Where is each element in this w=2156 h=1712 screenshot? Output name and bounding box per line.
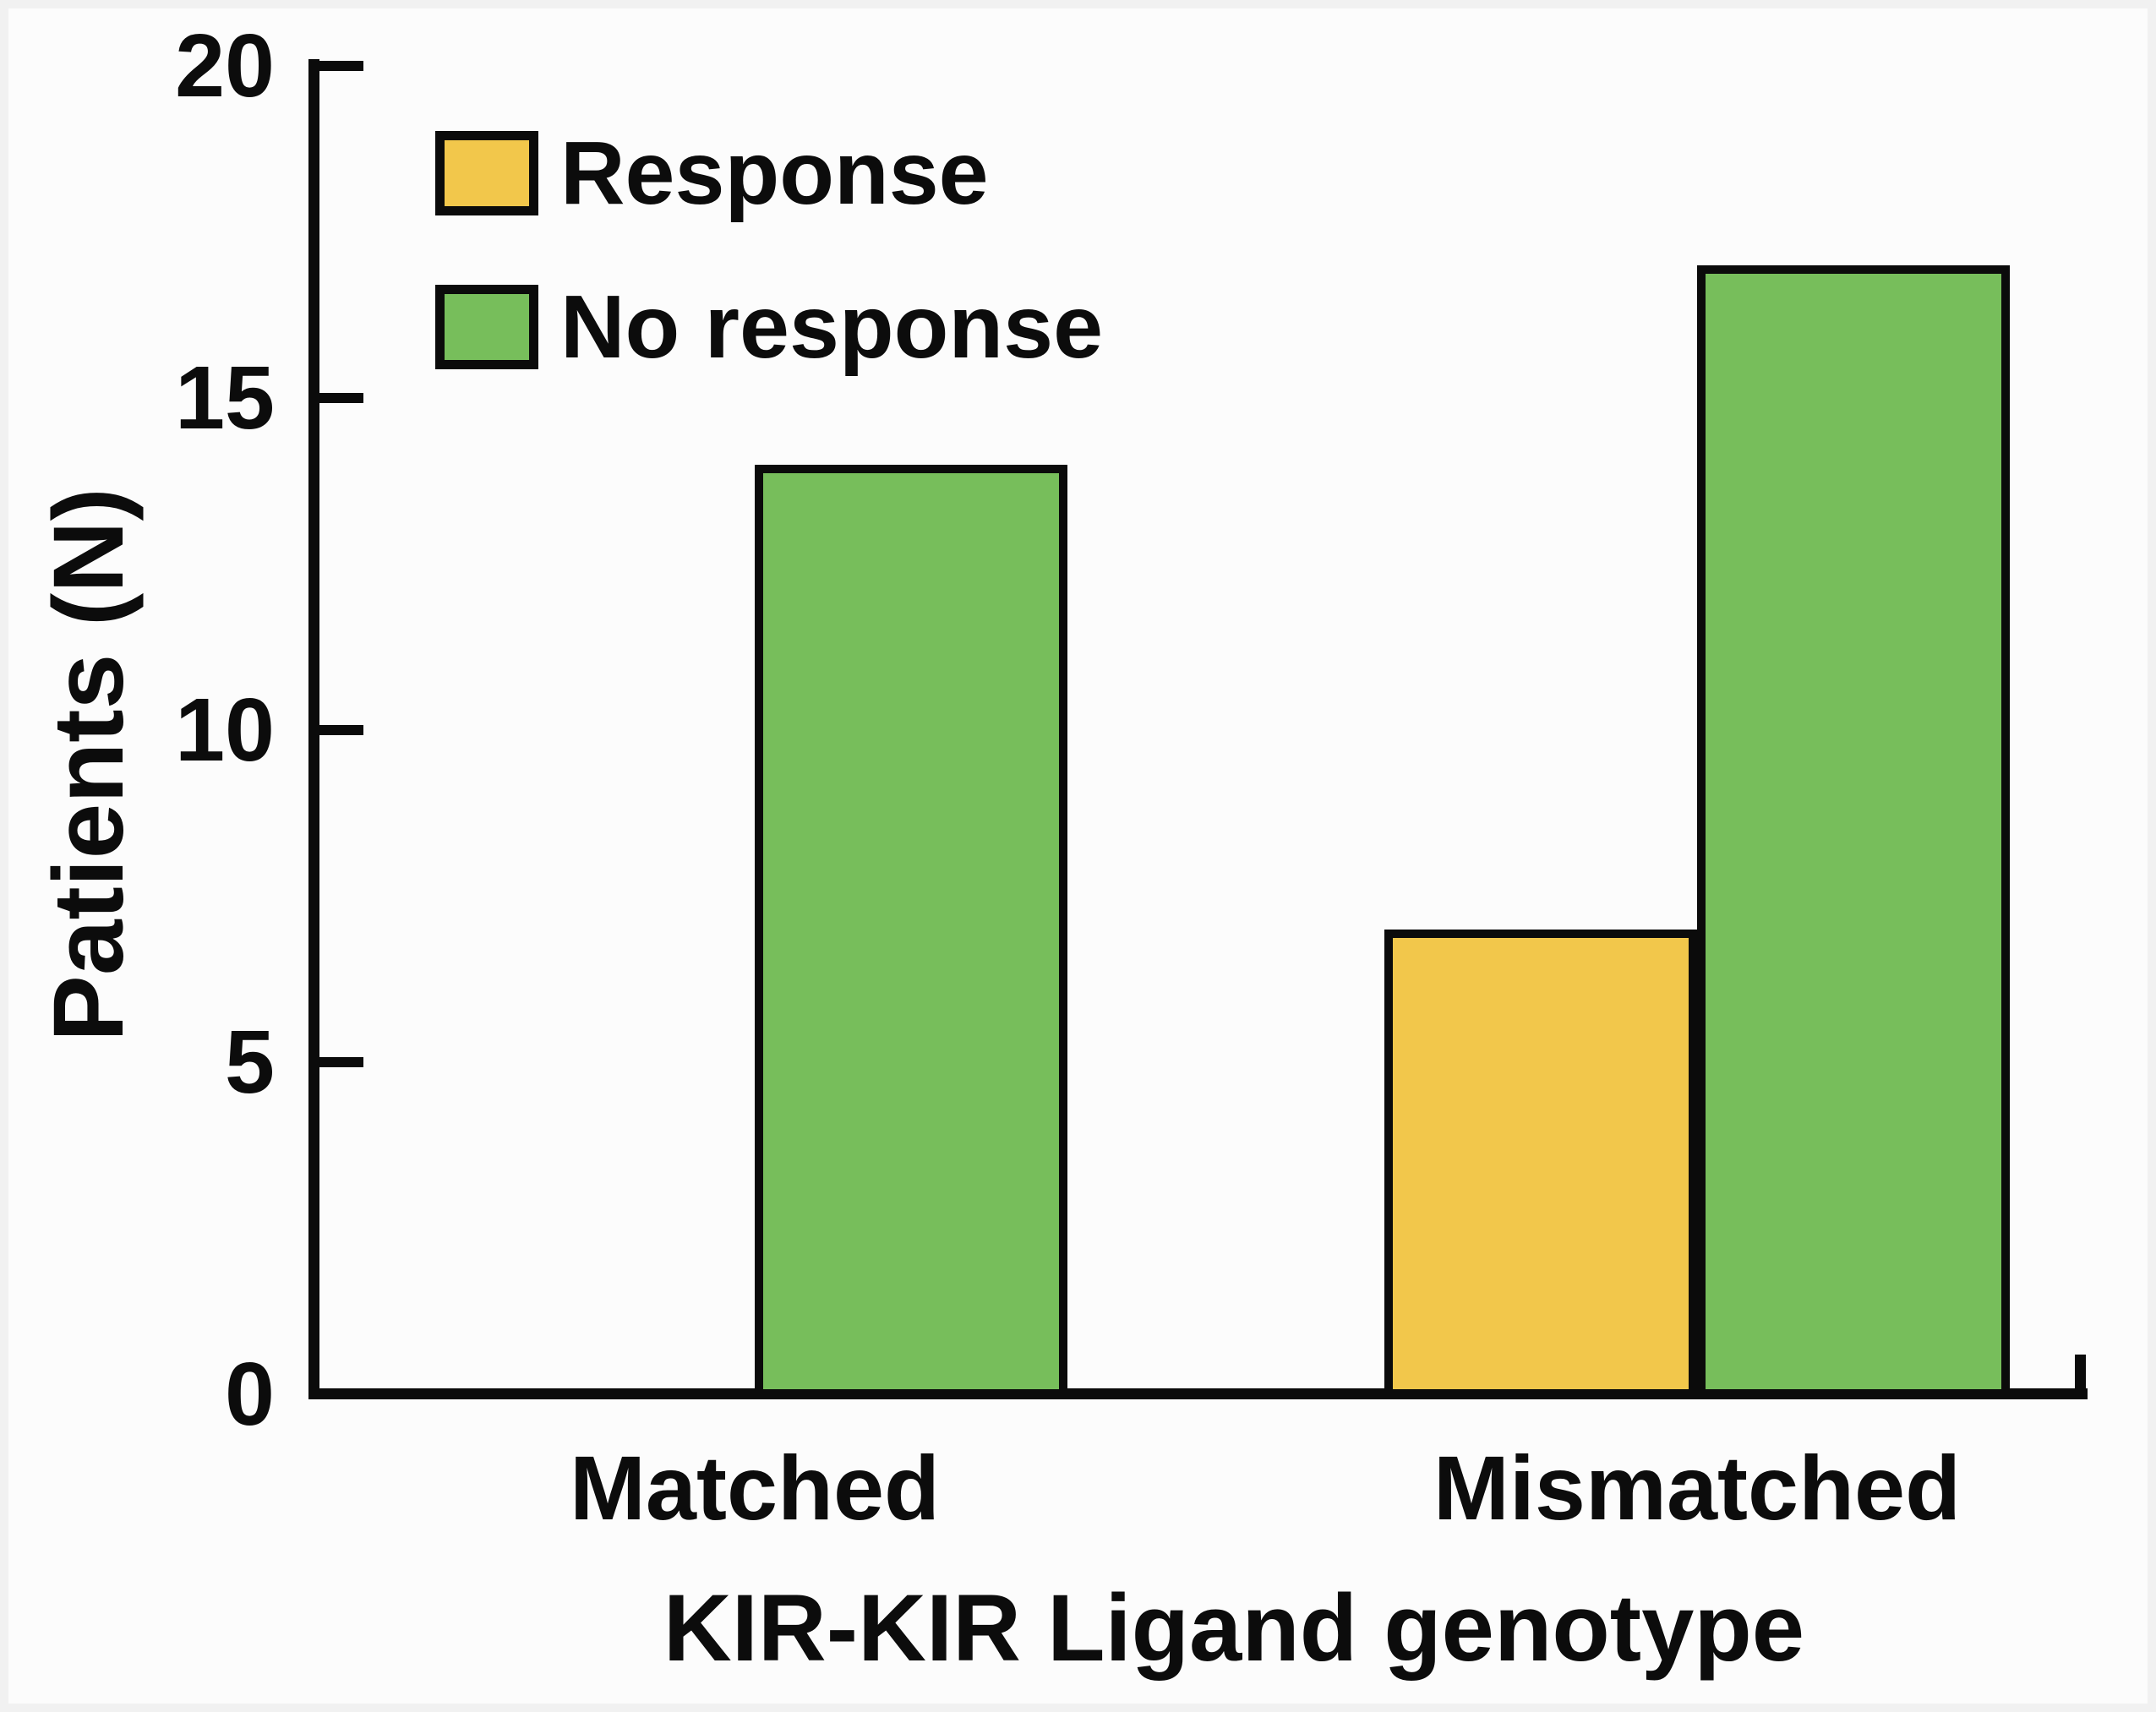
legend-label-response: Response	[560, 123, 989, 223]
y-tick-20	[319, 61, 363, 71]
legend-item-response: Response	[435, 127, 989, 220]
bar-mismatched-no-response	[1697, 264, 2010, 1398]
y-axis-line	[308, 59, 319, 1399]
y-tick-label-10: 10	[175, 680, 275, 780]
y-tick-15	[319, 393, 363, 403]
x-category-label-matched: Matched	[569, 1437, 941, 1539]
x-axis-title: KIR-KIR Ligand genotype	[663, 1575, 1805, 1681]
y-tick-5	[319, 1057, 363, 1067]
legend-swatch-response-icon	[435, 131, 538, 215]
bar-mismatched-response	[1384, 929, 1697, 1398]
y-axis-title: Patients (N)	[33, 488, 145, 1042]
y-tick-label-5: 5	[225, 1012, 275, 1112]
y-tick-10	[319, 725, 363, 735]
legend-item-no-response: No response	[435, 281, 1103, 373]
y-tick-label-15: 15	[175, 348, 275, 448]
legend-swatch-no-response-icon	[435, 285, 538, 369]
x-axis-end-tick	[2075, 1355, 2086, 1399]
y-tick-label-0: 0	[225, 1344, 275, 1444]
y-tick-label-20: 20	[175, 16, 275, 116]
bar-matched-no-response	[755, 464, 1067, 1398]
legend-label-no-response: No response	[560, 277, 1104, 377]
x-category-label-mismatched: Mismatched	[1433, 1437, 1962, 1539]
